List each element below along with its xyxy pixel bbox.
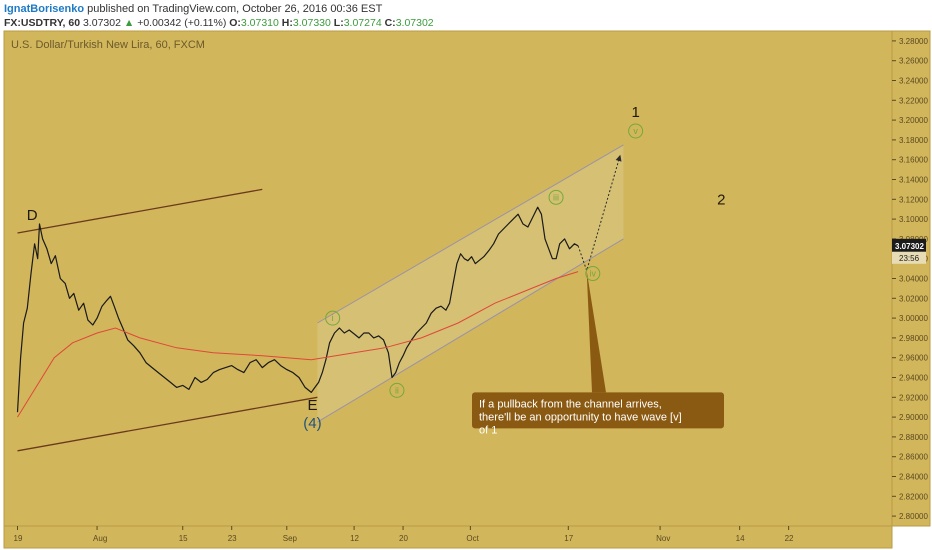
chart-header: IgnatBorisenko published on TradingView.… [0, 0, 932, 30]
open-label: O: [229, 17, 241, 29]
x-tick-label: 14 [736, 534, 745, 543]
countdown-value: 23:56 [899, 254, 920, 263]
x-tick-label: 15 [179, 534, 188, 543]
y-tick-label: 2.92000 [899, 393, 928, 402]
wave-label: 1 [631, 104, 639, 121]
channel-fill [317, 144, 624, 423]
channel-upper-line [317, 144, 624, 324]
y-tick-label: 2.82000 [899, 492, 928, 501]
y-tick-label: 2.88000 [899, 433, 928, 442]
wave-label: E [307, 397, 317, 414]
wave-label: i [332, 313, 334, 323]
y-tick-label: 2.90000 [899, 413, 928, 422]
chart-title: U.S. Dollar/Turkish New Lira, 60, FXCM [11, 39, 205, 51]
x-tick-label: 22 [785, 534, 794, 543]
callout-pointer [586, 270, 606, 393]
channel-lower-line [317, 238, 624, 423]
y-tick-label: 3.22000 [899, 96, 928, 105]
y-tick-label: 2.84000 [899, 473, 928, 482]
wave-label: D [27, 207, 38, 224]
last-price-badge [892, 238, 926, 252]
high-value: 3.07330 [292, 17, 331, 29]
last-price-value: 3.07302 [895, 242, 924, 251]
trend-line-lower [17, 396, 318, 452]
y-tick-label: 3.12000 [899, 195, 928, 204]
y-tick-label: 3.16000 [899, 156, 928, 165]
countdown-badge [892, 251, 926, 264]
price-line [16, 206, 579, 413]
symbol-label: FX:USDTRY, 60 [4, 17, 81, 29]
callout-line: If a pullback from the channel arrives, [479, 398, 662, 410]
quote-line: FX:USDTRY, 60 3.07302 ▲ +0.00342 (+0.11%… [4, 17, 434, 29]
last-price: 3.07302 [82, 17, 121, 29]
close-value: 3.07302 [395, 17, 434, 29]
trend-line-upper [17, 188, 263, 234]
change-arrow-icon: ▲ [123, 17, 135, 29]
x-tick-label: Oct [466, 534, 479, 543]
y-tick-label: 3.02000 [899, 294, 928, 303]
price-change: +0.00342 (+0.11%) [137, 17, 227, 29]
y-tick-label: 2.86000 [899, 453, 928, 462]
publish-info: published on TradingView.com, October 26… [87, 3, 383, 15]
price-chart[interactable]: U.S. Dollar/Turkish New Lira, 60, FXCM 3.… [0, 30, 932, 550]
projection-arrow-icon [615, 154, 622, 162]
callout-line: of 1 [479, 424, 497, 436]
wave-label-circle [548, 189, 564, 205]
y-tick-label: 2.96000 [899, 354, 928, 363]
moving-average-line [17, 271, 579, 418]
x-tick-label: 17 [564, 534, 573, 543]
wave-label: iii [553, 192, 559, 202]
x-tick-label: 20 [399, 534, 408, 543]
y-tick-label: 3.28000 [899, 37, 928, 46]
projection-path [577, 154, 621, 273]
x-tick-label: Aug [93, 534, 107, 543]
x-tick-label: 23 [228, 534, 237, 543]
y-tick-label: 3.14000 [899, 176, 928, 185]
x-tick-label: Nov [656, 534, 670, 543]
wave-label: ii [395, 385, 399, 395]
x-tick-label: 12 [350, 534, 359, 543]
y-tick-label: 3.10000 [899, 215, 928, 224]
time-axis [3, 525, 893, 549]
x-tick-label: 19 [14, 534, 23, 543]
low-label: L: [333, 17, 344, 29]
callout-line: there'll be an opportunity to have wave … [479, 411, 682, 423]
wave-label-circle [325, 310, 341, 326]
y-tick-label: 2.80000 [899, 512, 928, 521]
y-tick-label: 3.20000 [899, 116, 928, 125]
wave-label: v [633, 126, 638, 136]
author-link[interactable]: IgnatBorisenko [4, 3, 85, 15]
close-label: C: [384, 17, 396, 29]
wave-label-circle [628, 123, 644, 139]
x-tick-label: Sep [283, 534, 298, 543]
wave-label: iv [590, 269, 597, 279]
y-tick-label: 2.98000 [899, 334, 928, 343]
callout-box [472, 392, 724, 429]
y-tick-label: 3.18000 [899, 136, 928, 145]
callout-text: If a pullback from the channel arrives, t… [479, 398, 682, 436]
low-value: 3.07274 [343, 17, 382, 29]
y-tick-label: 3.04000 [899, 275, 928, 284]
open-value: 3.07310 [240, 17, 279, 29]
wave-label: 2 [717, 191, 725, 208]
y-tick-label: 3.24000 [899, 77, 928, 86]
wave-label-circle [585, 266, 601, 282]
y-tick-label: 3.26000 [899, 57, 928, 66]
high-label: H: [281, 17, 293, 29]
price-axis [891, 30, 931, 527]
y-tick-label: 3.00000 [899, 314, 928, 323]
publish-line: IgnatBorisenko published on TradingView.… [4, 3, 382, 15]
wave-label-circle [389, 382, 405, 398]
y-tick-label: 2.94000 [899, 374, 928, 383]
wave-label: (4) [303, 415, 321, 432]
